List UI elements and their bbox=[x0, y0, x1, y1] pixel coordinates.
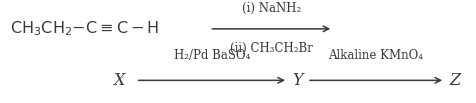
Text: X: X bbox=[113, 72, 125, 89]
Text: Z: Z bbox=[449, 72, 460, 89]
Text: $\mathsf{CH_3CH_2}$$\mathsf{-C \equiv C-H}$: $\mathsf{CH_3CH_2}$$\mathsf{-C \equiv C-… bbox=[10, 19, 159, 38]
Text: (ii) CH₃CH₂Br: (ii) CH₃CH₂Br bbox=[230, 42, 313, 55]
Text: Alkaline KMnO₄: Alkaline KMnO₄ bbox=[328, 49, 424, 62]
Text: H₂/Pd BaSO₄: H₂/Pd BaSO₄ bbox=[174, 49, 250, 62]
Text: (i) NaNH₂: (i) NaNH₂ bbox=[242, 2, 301, 15]
Text: Y: Y bbox=[292, 72, 303, 89]
